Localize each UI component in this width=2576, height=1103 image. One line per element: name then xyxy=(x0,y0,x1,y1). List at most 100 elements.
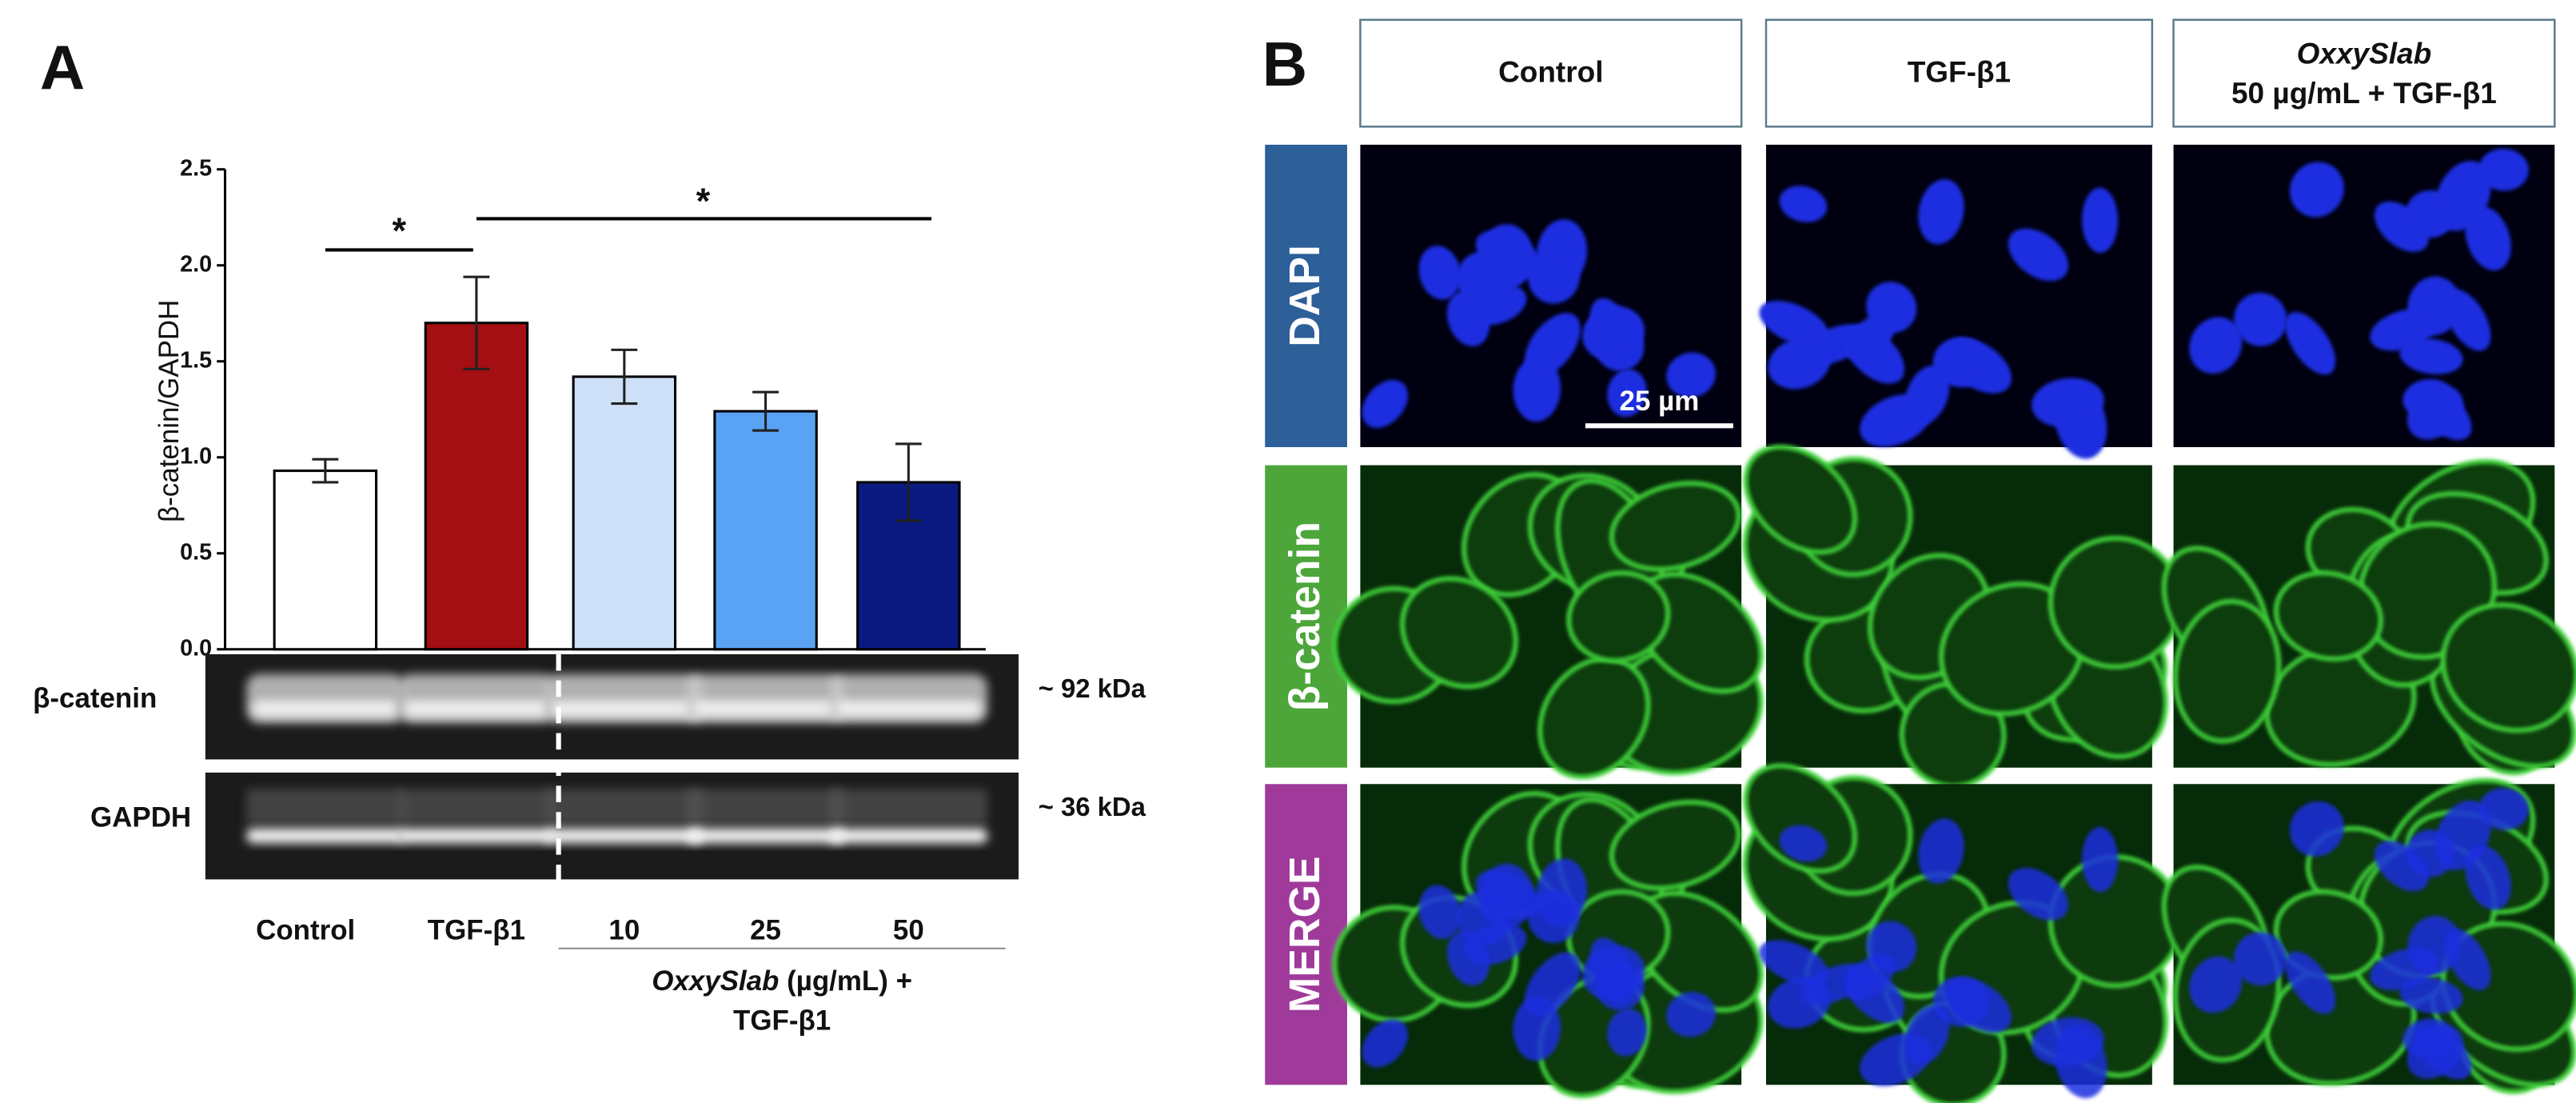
nucleus xyxy=(2285,312,2336,375)
bar xyxy=(572,375,677,651)
nucleus xyxy=(1479,224,1533,290)
column-title: 50 µg/mL + TGF-β1 xyxy=(2231,77,2497,110)
cell-membrane xyxy=(1400,576,1518,689)
band xyxy=(686,789,845,825)
nucleus xyxy=(1860,394,1932,447)
nucleus xyxy=(2399,977,2463,1014)
nucleus xyxy=(2008,228,2068,282)
nucleus xyxy=(1446,291,1490,346)
nucleus xyxy=(1446,930,1490,986)
cell-membrane xyxy=(1537,656,1651,780)
nucleus xyxy=(2032,378,2104,427)
nucleus xyxy=(1528,250,1580,304)
nucleus xyxy=(1418,885,1461,939)
group-label: TGF-β1 xyxy=(733,1005,831,1036)
nucleus xyxy=(2289,801,2344,857)
row-label: DAPI xyxy=(1282,245,1329,347)
nucleus xyxy=(1918,818,1964,884)
nucleus xyxy=(2478,788,2529,830)
band xyxy=(552,700,697,717)
blot-strip xyxy=(205,772,1019,880)
column-header xyxy=(1359,18,1743,128)
x-tick-label: Control xyxy=(256,914,355,945)
cell-membrane xyxy=(1743,444,1858,555)
nucleus xyxy=(2289,162,2344,218)
nucleus xyxy=(1528,889,1580,943)
nucleus xyxy=(1362,380,1408,428)
western-blot: β-catenin ~ 92 kDa GAPDH ~ 36 kDa xyxy=(33,653,1146,896)
significance-star: * xyxy=(393,210,407,251)
nucleus xyxy=(2189,317,2243,374)
nucleus xyxy=(2234,293,2287,346)
y-tick-label: 2.0 xyxy=(180,251,212,277)
y-axis-label: β-catenin/GAPDH xyxy=(154,300,185,522)
panel-label: B xyxy=(1262,29,1307,99)
cell-membrane xyxy=(1609,799,1741,891)
nucleus xyxy=(1524,313,1581,378)
nucleus xyxy=(2370,948,2438,990)
nucleus xyxy=(1759,940,1829,986)
group-label-rest: (µg/mL) + xyxy=(779,965,912,997)
cell-membrane xyxy=(1566,570,1671,664)
nucleus xyxy=(2370,308,2438,351)
bar-chart: 0.00.51.01.52.02.5β-catenin/GAPDHControl… xyxy=(154,155,1006,1036)
nucleus xyxy=(1607,369,1647,418)
nucleus xyxy=(1768,338,1831,390)
nucleus xyxy=(1418,246,1461,300)
group-label: OxxySlab (µg/mL) + xyxy=(652,965,912,997)
cell-membrane xyxy=(1609,481,1741,572)
nucleus xyxy=(2465,845,2511,910)
nucleus xyxy=(1932,337,1990,388)
row-label-box xyxy=(1265,784,1347,1085)
blot-size: ~ 92 kDa xyxy=(1039,673,1146,703)
row-label-box xyxy=(1265,144,1347,448)
blot-size: ~ 36 kDa xyxy=(1039,792,1146,821)
nucleus xyxy=(2234,932,2287,986)
band xyxy=(829,828,987,844)
nucleus xyxy=(1918,179,1964,245)
column-title: TGF-β1 xyxy=(1908,55,2011,88)
nucleus xyxy=(2465,206,2511,271)
y-tick-label: 1.0 xyxy=(180,443,212,469)
nucleus xyxy=(2407,1025,2464,1079)
nucleus xyxy=(1844,314,1896,361)
nucleus xyxy=(1524,952,1581,1017)
nucleus xyxy=(1582,945,1645,1001)
row-label: MERGE xyxy=(1282,856,1329,1013)
column-title: Control xyxy=(1498,55,1603,88)
column-header xyxy=(2172,18,2556,128)
band xyxy=(246,789,405,825)
band xyxy=(397,828,556,844)
nucleus xyxy=(2032,1017,2104,1067)
blot-label: β-catenin xyxy=(33,683,157,714)
significance-star: * xyxy=(696,181,711,222)
nucleus xyxy=(1479,863,1533,929)
x-tick-label: 10 xyxy=(608,914,640,945)
band xyxy=(253,700,398,717)
nucleus xyxy=(2189,956,2243,1013)
band xyxy=(404,700,549,717)
blot-label: GAPDH xyxy=(90,802,191,833)
band xyxy=(246,828,405,844)
column-title: OxxySlab xyxy=(2297,38,2432,70)
micrograph xyxy=(2173,144,2555,448)
nucleus xyxy=(1607,1009,1647,1057)
y-tick-label: 1.5 xyxy=(180,347,212,373)
nucleus xyxy=(1666,992,1716,1037)
group-label-italic: OxxySlab xyxy=(652,965,779,997)
nucleus xyxy=(1582,306,1645,361)
micrograph-grid: Control TGF-β1 OxxySlab 50 µg/mL + TGF-β1 DA… xyxy=(1265,18,2576,1103)
cell-membrane xyxy=(2172,598,2282,744)
scale-bar-label: 25 µm xyxy=(1620,386,1700,417)
band xyxy=(545,828,704,844)
cell-membrane xyxy=(1743,763,1858,874)
nucleus xyxy=(2082,826,2119,893)
nucleus xyxy=(1666,352,1716,398)
nucleus xyxy=(2444,928,2491,991)
nucleus xyxy=(2082,187,2119,254)
nucleus xyxy=(2374,201,2429,252)
cell-membrane xyxy=(2440,602,2576,733)
nucleus xyxy=(1779,825,1828,862)
x-tick-label: TGF-β1 xyxy=(428,914,525,945)
